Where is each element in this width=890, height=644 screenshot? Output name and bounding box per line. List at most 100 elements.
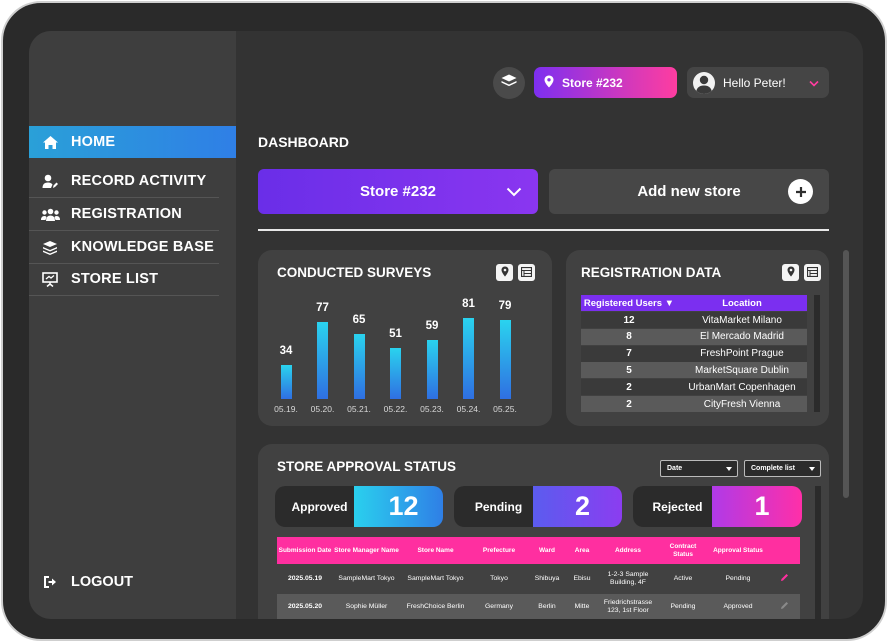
avatar xyxy=(693,71,715,94)
date-filter-select[interactable]: Date xyxy=(660,460,738,477)
registered-users-cell: 5 xyxy=(626,364,632,376)
cell: Tokyo xyxy=(490,574,508,582)
cell: Shibuya xyxy=(534,574,560,582)
stack-icon xyxy=(29,240,71,255)
col-submission-date: Submission Date xyxy=(278,546,332,554)
cell: Sophie Müller xyxy=(345,602,388,610)
col-contract-status: Contract Status xyxy=(669,542,697,558)
sidebar-item-label: HOME xyxy=(71,134,116,150)
chevron-down-icon xyxy=(809,76,819,90)
registration-row[interactable]: 12 VitaMarket Milano xyxy=(581,312,807,328)
user-menu[interactable]: Hello Peter! xyxy=(687,67,829,98)
bar-value-label: 51 xyxy=(389,328,402,340)
sidebar-item-record-activity[interactable]: RECORD ACTIVITY xyxy=(29,164,219,198)
location-cell: CityFresh Vienna xyxy=(703,398,781,410)
sort-registered-users[interactable]: Registered Users ▼ xyxy=(583,297,675,309)
nav-divider xyxy=(29,263,219,264)
scrollbar[interactable] xyxy=(814,295,820,412)
cell: Active xyxy=(673,574,693,582)
table-row[interactable]: 2025.05.20 Sophie Müller FreshChoice Ber… xyxy=(277,594,800,619)
approved-stat[interactable]: Approved 12 xyxy=(275,486,443,527)
registration-title: REGISTRATION DATA xyxy=(581,265,722,280)
pending-count: 2 xyxy=(533,486,622,527)
approval-table-header: Submission Date Store Manager Name Store… xyxy=(277,537,800,564)
location-pin-icon xyxy=(501,264,509,282)
store-select-value: Store #232 xyxy=(360,183,436,200)
list-filter-value: Complete list xyxy=(751,465,795,472)
surveys-title: CONDUCTED SURVEYS xyxy=(277,265,432,280)
cell: 1-2-3 Sample Building, 4F xyxy=(607,570,649,586)
list-filter-select[interactable]: Complete list xyxy=(744,460,821,477)
x-tick-label: 05.25. xyxy=(493,404,517,414)
bar-value-label: 34 xyxy=(279,345,293,357)
main-scrollbar[interactable] xyxy=(843,250,849,498)
chevron-down-icon xyxy=(726,466,732,473)
col-store-name: Store Name xyxy=(417,546,454,554)
registration-row[interactable]: 5 MarketSquare Dublin xyxy=(581,362,807,379)
location-cell: VitaMarket Milano xyxy=(702,314,782,326)
col-ward: Ward xyxy=(538,546,555,554)
app-screen: HOME RECORD ACTIVITY REGISTRATION KNOWLE… xyxy=(29,31,863,619)
edit-button[interactable] xyxy=(769,601,799,613)
layers-button[interactable] xyxy=(493,67,525,99)
table-row[interactable]: 2025.05.19 SampleMart Tokyo SampleMart T… xyxy=(277,566,800,592)
registration-row[interactable]: 2 CityFresh Vienna xyxy=(581,396,807,412)
registration-row[interactable]: 7 FreshPoint Prague xyxy=(581,345,807,362)
pencil-icon xyxy=(780,573,789,585)
sidebar-item-home[interactable]: HOME xyxy=(29,126,236,158)
rejected-stat[interactable]: Rejected 1 xyxy=(633,486,802,527)
registration-row[interactable]: 8 El Mercado Madrid xyxy=(581,328,807,345)
location-cell: MarketSquare Dublin xyxy=(695,364,789,376)
scrollbar[interactable] xyxy=(815,486,821,619)
add-store-label: Add new store xyxy=(637,183,741,200)
chart-bar xyxy=(317,322,328,399)
sidebar-item-label: REGISTRATION xyxy=(71,206,182,222)
col-area: Area xyxy=(574,546,590,554)
location-cell: El Mercado Madrid xyxy=(700,331,784,343)
bar-value-label: 79 xyxy=(498,300,512,312)
approved-count: 12 xyxy=(354,486,443,527)
table-icon xyxy=(520,264,533,282)
registered-users-cell: 7 xyxy=(626,348,632,360)
current-store-label: Store #232 xyxy=(562,75,623,90)
presentation-board-icon xyxy=(29,271,71,287)
cell: Ebisu xyxy=(573,574,591,582)
approval-card: STORE APPROVAL STATUS Date Complete list… xyxy=(258,444,829,619)
map-pin-button[interactable] xyxy=(782,264,799,281)
approved-label: Approved xyxy=(275,486,364,527)
table-view-button[interactable] xyxy=(804,264,821,281)
x-tick-label: 05.23. xyxy=(420,404,444,414)
cell: 2025.05.19 xyxy=(287,574,323,582)
add-store-button[interactable]: Add new store xyxy=(549,169,829,214)
registration-row[interactable]: 2 UrbanMart Copenhagen xyxy=(581,379,807,396)
chart-bar xyxy=(280,365,292,399)
table-view-button[interactable] xyxy=(518,264,535,281)
surveys-card: CONDUCTED SURVEYS 34 05.19. 77 05.20. 65 05.2… xyxy=(258,250,552,426)
nav-divider xyxy=(29,295,219,296)
sidebar-item-store-list[interactable]: STORE LIST xyxy=(29,262,219,296)
cell: SampleMart Tokyo xyxy=(407,574,464,582)
pencil-icon xyxy=(780,601,789,613)
logout-button[interactable]: LOGOUT xyxy=(29,567,219,597)
sidebar-item-knowledge-base[interactable]: KNOWLEDGE BASE xyxy=(29,230,219,264)
col-address: Address xyxy=(614,546,641,554)
date-filter-value: Date xyxy=(667,465,683,472)
edit-button[interactable] xyxy=(769,573,799,585)
registered-users-cell: 2 xyxy=(626,381,632,393)
cell: 2025.05.20 xyxy=(287,602,323,610)
store-select[interactable]: Store #232 xyxy=(258,169,538,214)
column-location: Location xyxy=(722,297,762,309)
current-store-pill[interactable]: Store #232 xyxy=(534,67,677,98)
pending-stat[interactable]: Pending 2 xyxy=(454,486,622,527)
sidebar-item-label: RECORD ACTIVITY xyxy=(71,173,207,189)
map-pin-button[interactable] xyxy=(496,264,513,281)
x-tick-label: 05.19. xyxy=(274,404,298,414)
cell: Germany xyxy=(485,602,513,610)
page-title: DASHBOARD xyxy=(258,134,349,150)
bar-value-label: 81 xyxy=(462,298,475,310)
x-tick-label: 05.21. xyxy=(347,404,371,414)
col-manager-name: Store Manager Name xyxy=(334,546,399,554)
location-cell: UrbanMart Copenhagen xyxy=(688,381,796,393)
registration-card: REGISTRATION DATA Registered Users ▼ Loc… xyxy=(566,250,829,426)
sidebar-item-registration[interactable]: REGISTRATION xyxy=(29,197,219,231)
